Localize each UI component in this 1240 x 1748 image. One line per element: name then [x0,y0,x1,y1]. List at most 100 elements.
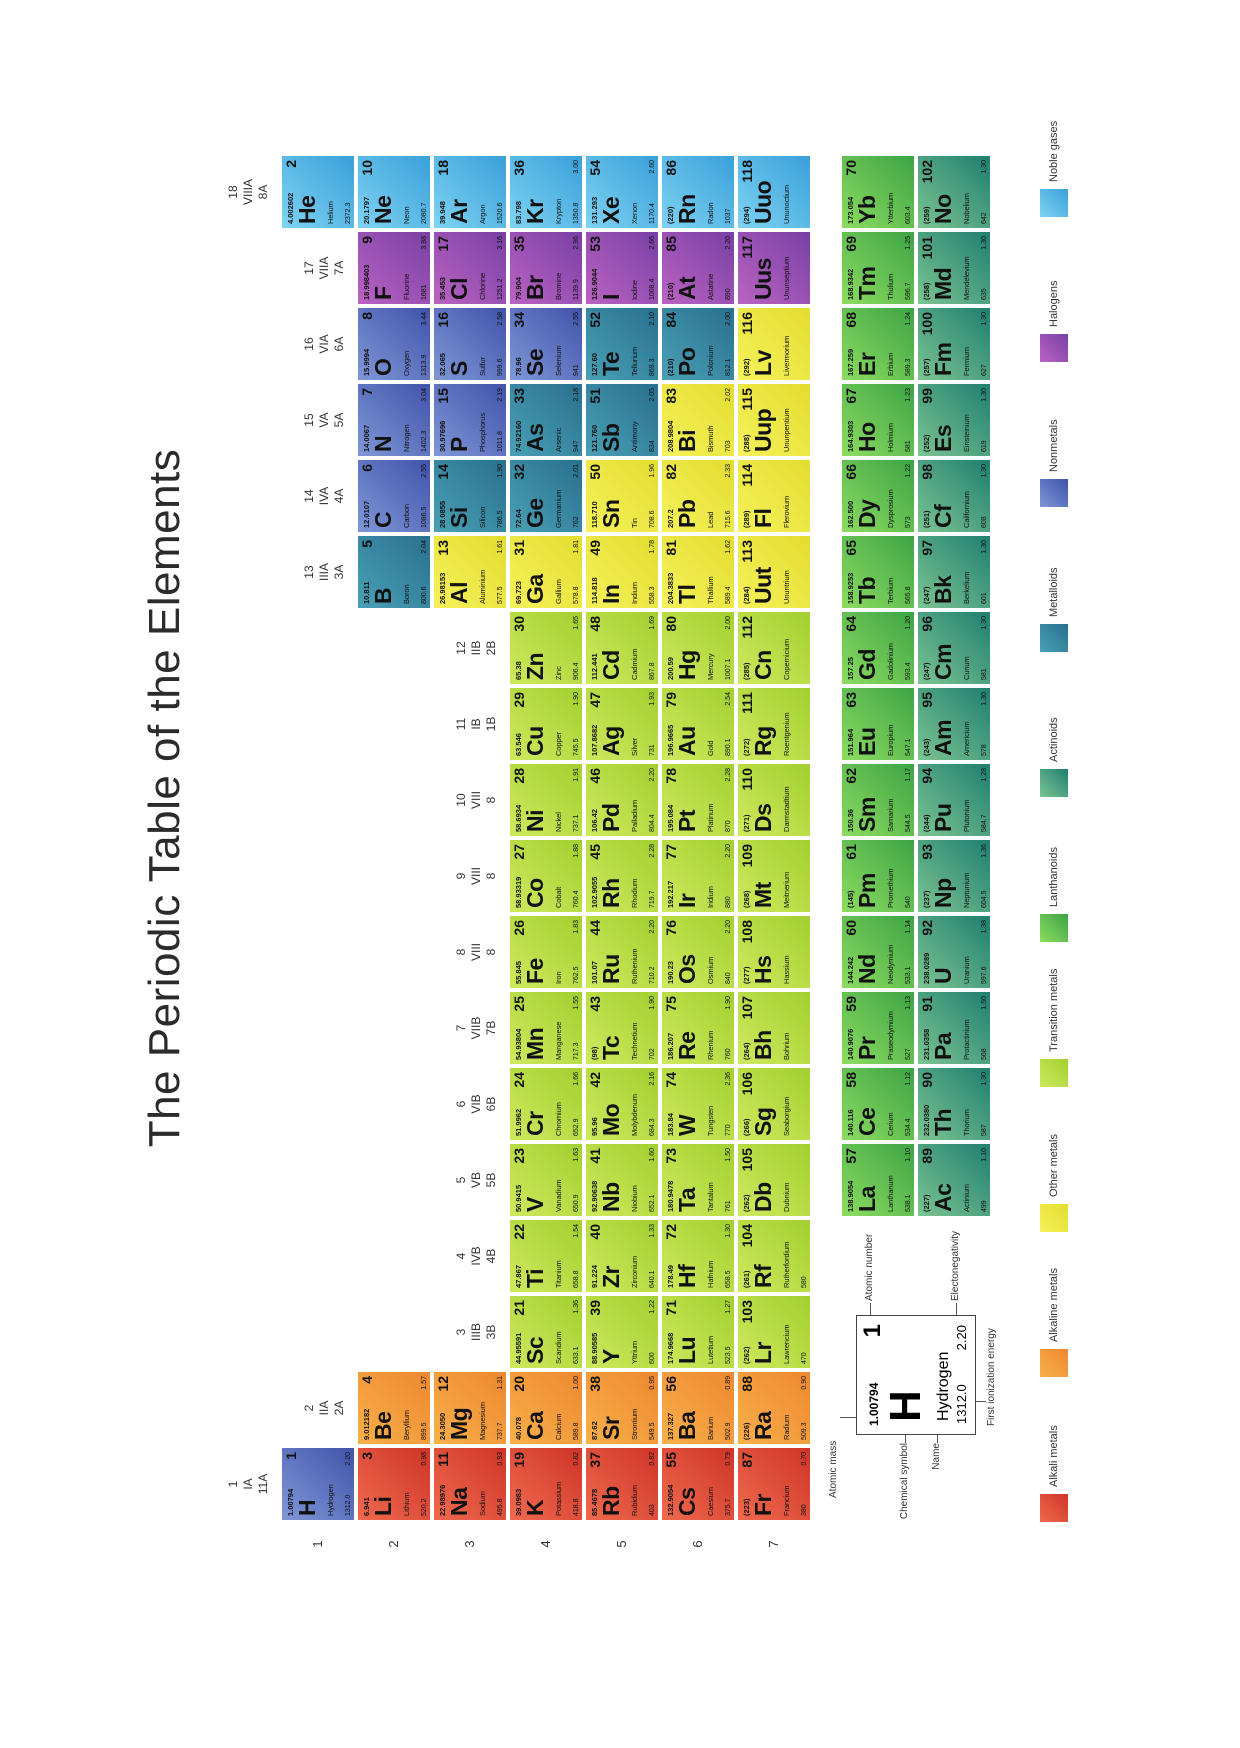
element-symbol: Ho [854,422,880,452]
legend-item-halogen: Halogens [1040,222,1068,362]
element-cell-Pt: 195.084 78 Pt Platinum 870 2.28 [662,764,734,836]
element-ionization-energy: 1350.8 [573,202,580,224]
element-ionization-energy: 568 [981,1048,988,1060]
element-name: Oxygen [402,350,411,376]
key-atomic-mass-label: Atomic mass [828,1440,839,1498]
element-number: 82 [663,464,679,480]
key-first-ionization-line [976,1401,986,1402]
element-electronegativity: 2.16 [649,1072,656,1086]
element-cell-Re: 186.207 75 Re Rhenium 760 1.90 [662,992,734,1064]
element-ionization-energy: 760 [725,1048,732,1060]
element-name: Plutonium [962,799,971,832]
period-label-5: 5 [614,1540,629,1548]
key-name-label: Name [931,1443,942,1470]
element-name: Platinum [706,803,715,832]
element-symbol: Pd [598,803,624,832]
element-name: Hydrogen [326,1484,335,1516]
element-electronegativity: 1.90 [573,692,580,706]
element-name: Tellurium [630,346,639,376]
element-cell-In: 114.818 49 In Indium 558.3 1.78 [586,536,658,608]
page-title: The Periodic Table of the Elements [140,448,189,1148]
element-cell-Sr: 87.62 38 Sr Strontium 549.5 0.95 [586,1372,658,1444]
element-cell-Tc: (98) 43 Tc Technetium 702 1.90 [586,992,658,1064]
element-cell-Uuo: (294) 118 Uuo Ununoctium [738,156,810,228]
element-ionization-energy: 589.4 [725,586,732,604]
legend-label: Metalloids [1048,567,1060,617]
element-number: 37 [587,1452,603,1468]
element-name: Dubnium [782,1182,791,1212]
element-name: Europium [886,724,895,756]
element-ionization-energy: 523.5 [725,1346,732,1364]
element-symbol: Ca [522,1411,548,1440]
legend-label: Transition metals [1048,968,1060,1052]
element-electronegativity: 1.30 [981,616,988,630]
element-ionization-energy: 619 [981,440,988,452]
element-electronegativity: 2.28 [725,768,732,782]
group-label-line: VIIB [469,1016,483,1040]
element-number: 30 [511,616,527,632]
element-symbol: Hs [750,955,776,984]
element-name: Iodine [630,280,639,300]
element-ionization-energy: 812.1 [725,358,732,376]
element-ionization-energy: 603.4 [905,206,912,224]
element-name: Darmstadtium [782,786,791,832]
element-number: 50 [587,464,603,480]
element-number: 110 [739,768,755,791]
element-name: Ruthenium [630,948,639,984]
element-number: 16 [435,312,451,328]
group-label-line: 4A [332,488,346,504]
element-electronegativity: 2.58 [497,312,504,326]
element-ionization-energy: 840 [725,972,732,984]
element-name: Ununtrium [782,570,791,604]
group-label-line: 5 [454,1176,468,1184]
group-label-line: 6B [484,1096,498,1112]
element-name: Xenon [630,202,639,224]
group-label-line: 3 [454,1328,468,1336]
element-ionization-energy: 1313.9 [421,354,428,376]
element-name: Manganese [554,1021,563,1060]
period-label-6: 6 [690,1540,705,1548]
element-cell-C: 12.0107 6 C Carbon 1086.5 2.55 [358,460,430,532]
group-label-17: 17 VIIA 7A [302,232,347,304]
element-ionization-energy: 1251.2 [497,278,504,300]
group-label-10: 10 VIII 8 [454,764,499,836]
element-symbol: Ds [750,803,776,832]
element-electronegativity: 1.36 [981,844,988,858]
group-label-line: VIIA [317,256,331,280]
element-electronegativity: 1.30 [981,1072,988,1086]
element-number: 56 [663,1376,679,1392]
element-symbol: Cr [522,1111,548,1136]
element-name: Terbium [886,578,895,604]
element-number: 66 [843,464,859,480]
element-ionization-energy: 737.7 [497,1422,504,1440]
element-cell-W: 183.84 74 W Tungsten 770 2.36 [662,1068,734,1140]
element-cell-Sb: 121.760 51 Sb Antimony 834 2.05 [586,384,658,456]
element-symbol: Tc [598,1035,624,1060]
element-number: 71 [663,1300,679,1316]
element-electronegativity: 0.95 [649,1376,656,1390]
element-name: Krypton [554,198,563,224]
element-number: 72 [663,1224,679,1240]
legend-label: Noble gases [1048,120,1060,182]
element-name: Actinium [962,1184,971,1212]
element-symbol: Ba [674,1411,700,1440]
element-ionization-energy: 499 [981,1200,988,1212]
legend-label: Halogens [1048,280,1060,327]
element-symbol: Sb [598,423,624,452]
group-label-line: 8 [484,948,498,956]
group-label-line: 16 [302,337,316,351]
element-electronegativity: 1.93 [649,692,656,706]
element-cell-F: 18.998403 9 F Fluorine 1681 3.98 [358,232,430,304]
element-cell-Ir: 192.217 77 Ir Iridium 880 2.20 [662,840,734,912]
element-name: Fermium [962,347,971,376]
group-label-line: 17 [302,261,316,275]
element-cell-Cs: 132.9054 55 Cs Caesium 375.7 0.79 [662,1448,734,1520]
element-cell-Tb: 158.9253 65 Tb Terbium 565.8 [842,536,914,608]
element-symbol: Ga [522,574,548,604]
element-number: 85 [663,236,679,252]
element-name: Bismuth [706,425,715,452]
element-symbol: Sc [522,1336,548,1364]
element-number: 89 [919,1148,935,1164]
element-cell-Cd: 112.441 48 Cd Cadmium 867.8 1.69 [586,612,658,684]
key-chemical-symbol-label: Chemical symbol [899,1443,910,1520]
